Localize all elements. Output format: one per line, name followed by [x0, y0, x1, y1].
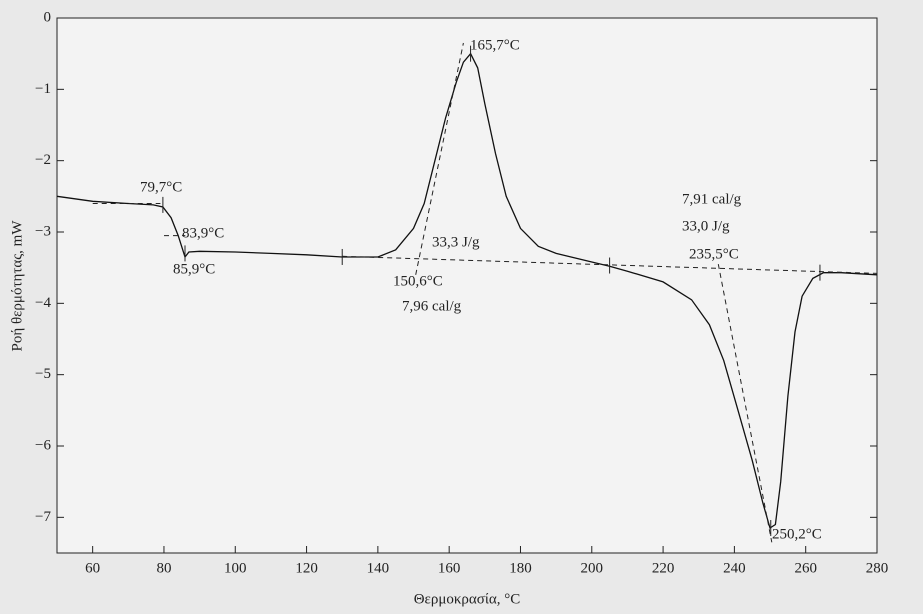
x-tick-label: 200 — [581, 560, 604, 576]
annotation: 7,96 cal/g — [402, 298, 462, 314]
heat-flow-curve — [56, 52, 878, 530]
y-tick-label: −1 — [35, 81, 51, 97]
x-tick-label: 120 — [295, 560, 318, 576]
x-tick-label: 240 — [723, 560, 746, 576]
x-axis-label: Θερμοκρασία, °C — [414, 591, 521, 607]
guide-line — [342, 255, 878, 274]
annotation: 235,5°C — [689, 246, 739, 262]
x-tick-label: 180 — [509, 560, 532, 576]
x-tick-label: 220 — [652, 560, 675, 576]
y-tick-label: −3 — [35, 223, 51, 239]
annotation: 85,9°C — [173, 261, 215, 277]
y-tick-label: −7 — [35, 509, 51, 525]
x-tick-label: 140 — [367, 560, 390, 576]
y-axis-label: Ροή θερμότητας, mW — [9, 220, 25, 352]
annotation: 250,2°C — [772, 526, 822, 542]
y-tick-label: −6 — [35, 437, 51, 453]
x-tick-label: 160 — [438, 560, 461, 576]
annotation: 83,9°C — [182, 225, 224, 241]
plot-area — [56, 17, 878, 554]
annotation: 33,0 J/g — [682, 218, 730, 234]
y-tick-label: 0 — [44, 9, 52, 25]
x-tick-label: 80 — [156, 560, 171, 576]
annotation: 33,3 J/g — [432, 234, 480, 250]
x-tick-label: 100 — [224, 560, 247, 576]
x-tick-label: 60 — [85, 560, 100, 576]
x-tick-label: 280 — [866, 560, 889, 576]
guide-line — [415, 42, 464, 275]
y-tick-label: −4 — [35, 295, 51, 311]
annotation: 165,7°C — [470, 37, 520, 53]
annotation: 7,91 cal/g — [682, 191, 742, 207]
x-tick-label: 260 — [794, 560, 817, 576]
annotation: 79,7°C — [140, 179, 182, 195]
y-tick-label: −2 — [35, 152, 51, 168]
guide-line — [717, 264, 773, 543]
annotation: 150,6°C — [393, 273, 443, 289]
y-tick-label: −5 — [35, 366, 51, 382]
